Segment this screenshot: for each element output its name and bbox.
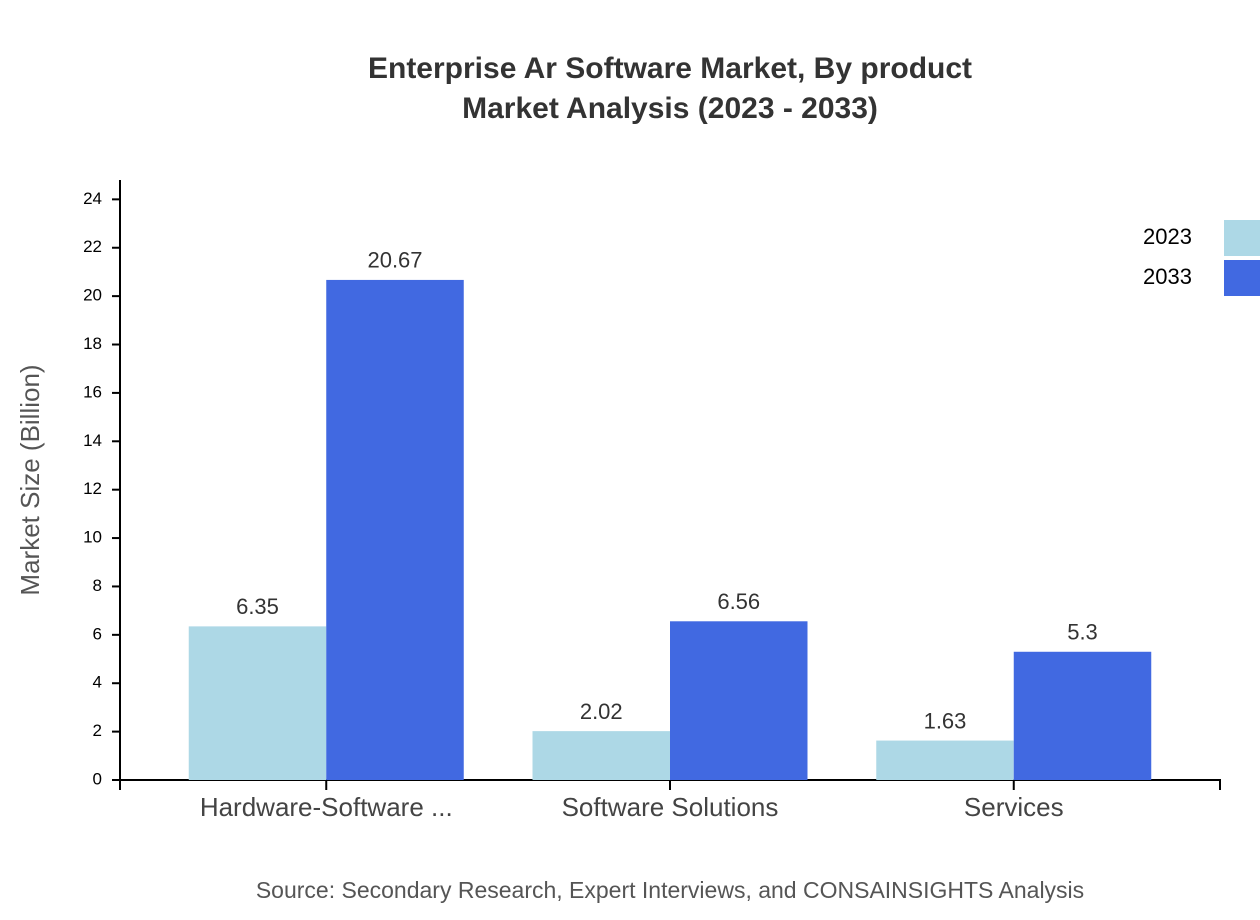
bar	[188, 626, 327, 780]
y-tick-label: 22	[83, 237, 102, 256]
y-tick-label: 14	[83, 431, 102, 450]
bar	[670, 621, 808, 780]
source-note: Source: Secondary Research, Expert Inter…	[256, 877, 1084, 903]
y-tick-label: 10	[83, 528, 102, 547]
y-tick-label: 12	[83, 479, 102, 498]
bar	[532, 731, 670, 780]
x-tick-label: Services	[964, 792, 1064, 822]
y-tick-label: 18	[83, 334, 102, 353]
legend-swatch	[1224, 260, 1260, 296]
y-tick-label: 16	[83, 382, 102, 401]
bar	[1013, 651, 1152, 780]
x-tick-label: Software Solutions	[562, 792, 779, 822]
y-tick-label: 4	[93, 673, 102, 692]
bar	[326, 279, 464, 780]
y-tick-label: 8	[93, 576, 102, 595]
y-tick-label: 6	[93, 624, 102, 643]
x-tick-label: Hardware-Software ...	[200, 792, 453, 822]
y-tick-label: 2	[93, 721, 102, 740]
y-tick-label: 20	[83, 286, 102, 305]
y-axis-label: Market Size (Billion)	[15, 364, 45, 595]
y-tick-label: 24	[83, 189, 102, 208]
value-label: 5.3	[1067, 620, 1098, 645]
value-label: 20.67	[367, 248, 422, 273]
value-label: 2.02	[580, 699, 623, 724]
value-label: 1.63	[924, 708, 967, 733]
value-label: 6.56	[717, 589, 760, 614]
legend-label: 2023	[1143, 224, 1192, 249]
legend-label: 2033	[1143, 264, 1192, 289]
legend-swatch	[1224, 220, 1260, 256]
chart-subtitle: Market Analysis (2023 - 2033)	[462, 92, 878, 125]
value-label: 6.35	[236, 594, 279, 619]
chart-title: Enterprise Ar Software Market, By produc…	[368, 52, 972, 85]
bar	[876, 740, 1014, 780]
y-tick-label: 0	[93, 769, 102, 788]
